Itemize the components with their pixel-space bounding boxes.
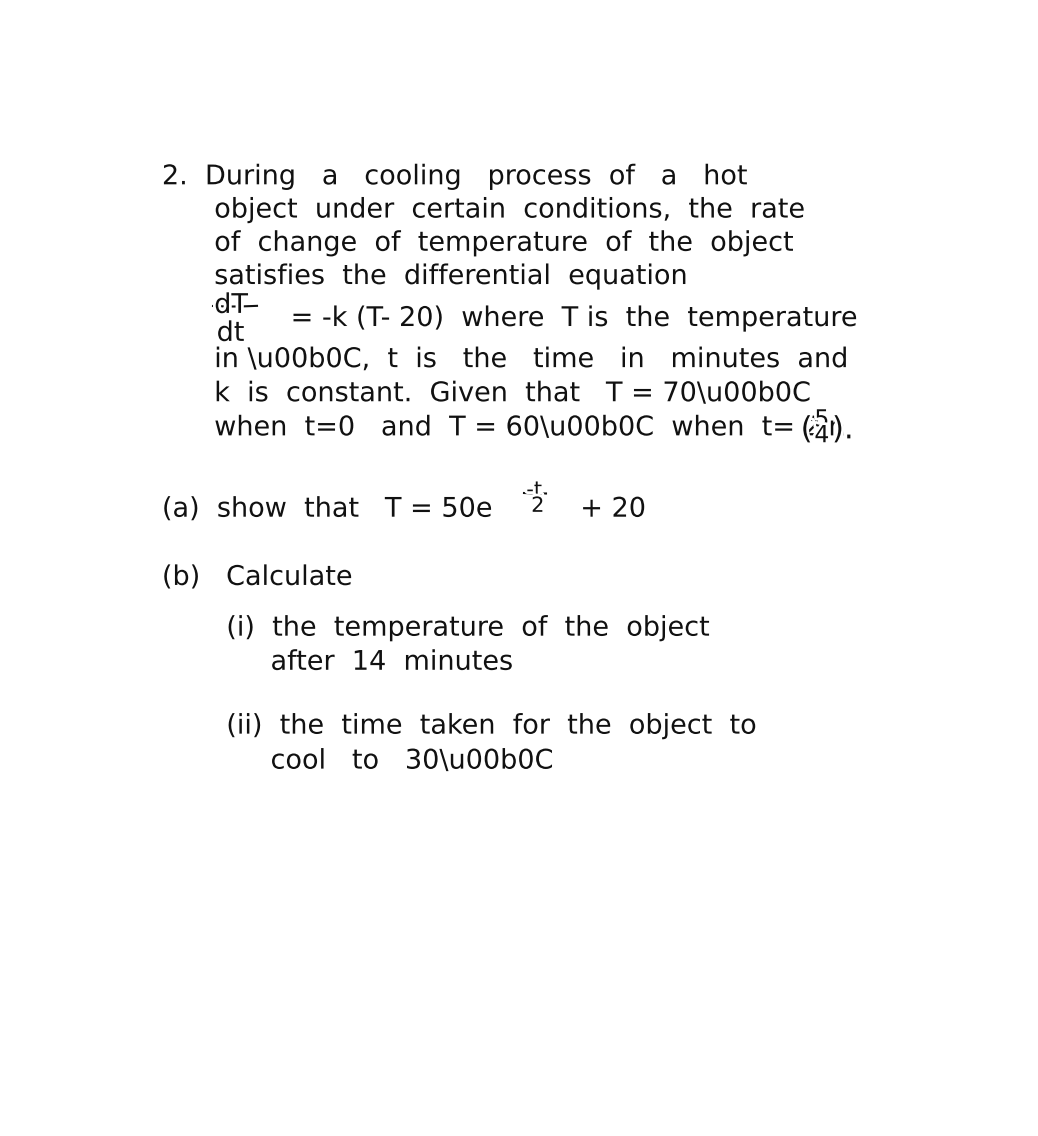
Text: (: ( [800, 416, 813, 444]
Text: in \u00b0C,  t  is   the   time   in   minutes  and: in \u00b0C, t is the time in minutes and [214, 348, 849, 373]
Text: k  is  constant.  Given  that   T = 70\u00b0C: k is constant. Given that T = 70\u00b0C [214, 382, 812, 407]
Text: (ii)  the  time  taken  for  the  object  to: (ii) the time taken for the object to [226, 713, 758, 740]
Text: 2: 2 [531, 495, 544, 516]
Text: dT: dT [214, 293, 248, 319]
Text: 4: 4 [815, 424, 829, 448]
Text: (b)   Calculate: (b) Calculate [162, 565, 353, 591]
Text: + 20: + 20 [580, 496, 646, 523]
Text: (a)  show  that   T = 50e: (a) show that T = 50e [162, 496, 493, 523]
Text: dt: dt [217, 320, 245, 346]
Text: 2.  During   a   cooling   process  of   a   hot: 2. During a cooling process of a hot [162, 165, 749, 191]
Text: of  change  of  temperature  of  the  object: of change of temperature of the object [214, 231, 795, 257]
Text: (i)  the  temperature  of  the  object: (i) the temperature of the object [226, 616, 711, 642]
Text: ).: ). [832, 416, 853, 444]
Text: object  under  certain  conditions,  the  rate: object under certain conditions, the rat… [214, 198, 807, 224]
Text: 5: 5 [815, 408, 829, 432]
Text: after  14  minutes: after 14 minutes [271, 650, 514, 676]
Text: -t: -t [526, 481, 542, 500]
Text: cool   to   30\u00b0C: cool to 30\u00b0C [271, 749, 553, 775]
Text: satisfies  the  differential  equation: satisfies the differential equation [214, 264, 689, 290]
Text: = -k (T- 20)  where  T is  the  temperature: = -k (T- 20) where T is the temperature [291, 306, 859, 332]
Text: when  t=0   and  T = 60\u00b0C  when  t= 2ln: when t=0 and T = 60\u00b0C when t= 2ln [214, 416, 846, 442]
